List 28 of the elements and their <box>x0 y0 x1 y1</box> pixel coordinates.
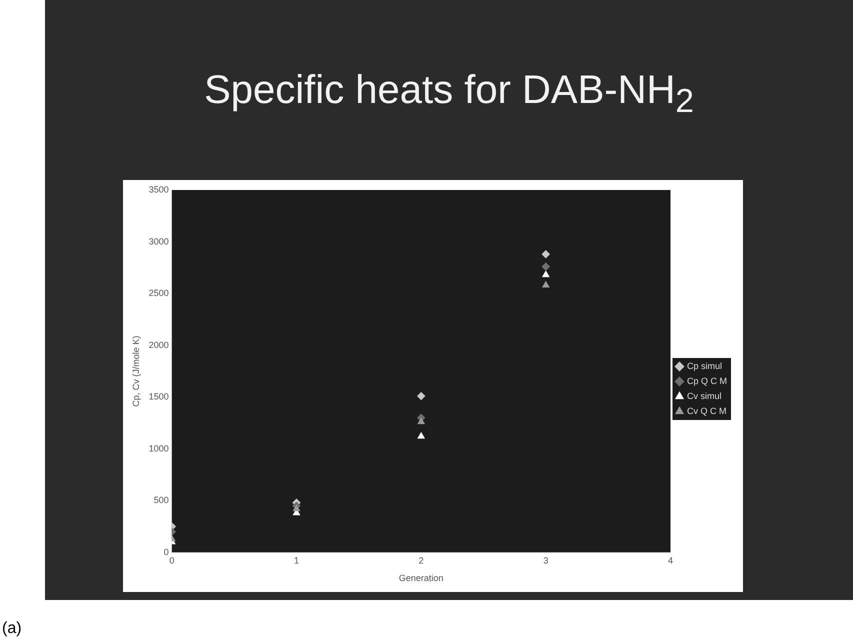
y-tick-label: 1000 <box>148 443 169 454</box>
x-tick-label: 3 <box>543 555 548 566</box>
x-tick-label: 1 <box>294 555 299 566</box>
y-tick-label: 2500 <box>148 288 169 298</box>
point <box>292 504 300 512</box>
y-tick-label: 500 <box>154 495 169 506</box>
y-tick-label: 1500 <box>148 392 169 402</box>
y-tick-label: 2000 <box>148 340 169 350</box>
legend-label: Cp Q C M <box>686 376 728 386</box>
x-tick-label: 2 <box>418 555 424 566</box>
point <box>418 432 425 439</box>
point <box>417 392 426 400</box>
point <box>542 250 550 258</box>
x-axis-title: Generation <box>398 573 444 584</box>
legend-label: Cp simul <box>686 360 722 371</box>
legend-label: Cv Q C M <box>686 406 726 416</box>
chart-title: Specific heats for DAB-NH$_{2}$ <box>203 68 695 121</box>
point <box>542 262 550 271</box>
point <box>542 281 550 288</box>
x-tick-label: 4 <box>668 555 674 566</box>
legend-label: Cv simul <box>686 390 722 401</box>
point <box>542 270 550 278</box>
y-axis-title: Cp, Cv (J/mole K) <box>130 336 141 407</box>
y-tick-label: 3000 <box>148 236 169 246</box>
y-tick-label: 3500 <box>148 184 169 194</box>
text: (a) <box>2 620 22 638</box>
y-tick-label: 0 <box>164 546 169 557</box>
point <box>418 418 425 424</box>
